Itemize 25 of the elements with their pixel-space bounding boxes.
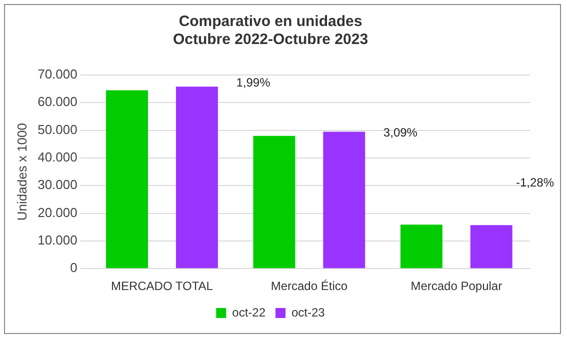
y-tick-label: 60.000: [38, 94, 78, 110]
legend-label: oct-23: [292, 305, 326, 320]
bar: [470, 225, 512, 268]
x-tick-label: Mercado Popular: [410, 279, 502, 294]
y-axis-title: Unidades x 1000: [14, 123, 30, 221]
x-tick-label: MERCADO TOTAL: [110, 279, 214, 294]
annotation: 3,09%: [383, 125, 418, 140]
bar: [323, 132, 366, 268]
y-tick-label: 40.000: [38, 150, 78, 165]
bar: [253, 136, 296, 268]
x-tick-label: Mercado Ético: [270, 279, 348, 294]
annotation: -1,28%: [516, 175, 554, 190]
bar: [176, 86, 218, 268]
legend-label: oct-22: [232, 305, 266, 320]
y-tick-label: 20.000: [38, 204, 78, 220]
text: Octubre 2022-Octubre 2023: [172, 31, 368, 48]
annotation: 1,99%: [236, 75, 271, 90]
text: Comparativo en unidades: [178, 13, 362, 30]
y-tick-label: 0: [70, 260, 78, 276]
y-tick-label: 70.000: [38, 66, 78, 82]
bar: [106, 90, 148, 268]
bar: [400, 224, 442, 268]
y-tick-label: 10.000: [38, 232, 78, 248]
y-tick-label: 30.000: [38, 177, 78, 192]
y-tick-label: 50.000: [38, 122, 78, 137]
